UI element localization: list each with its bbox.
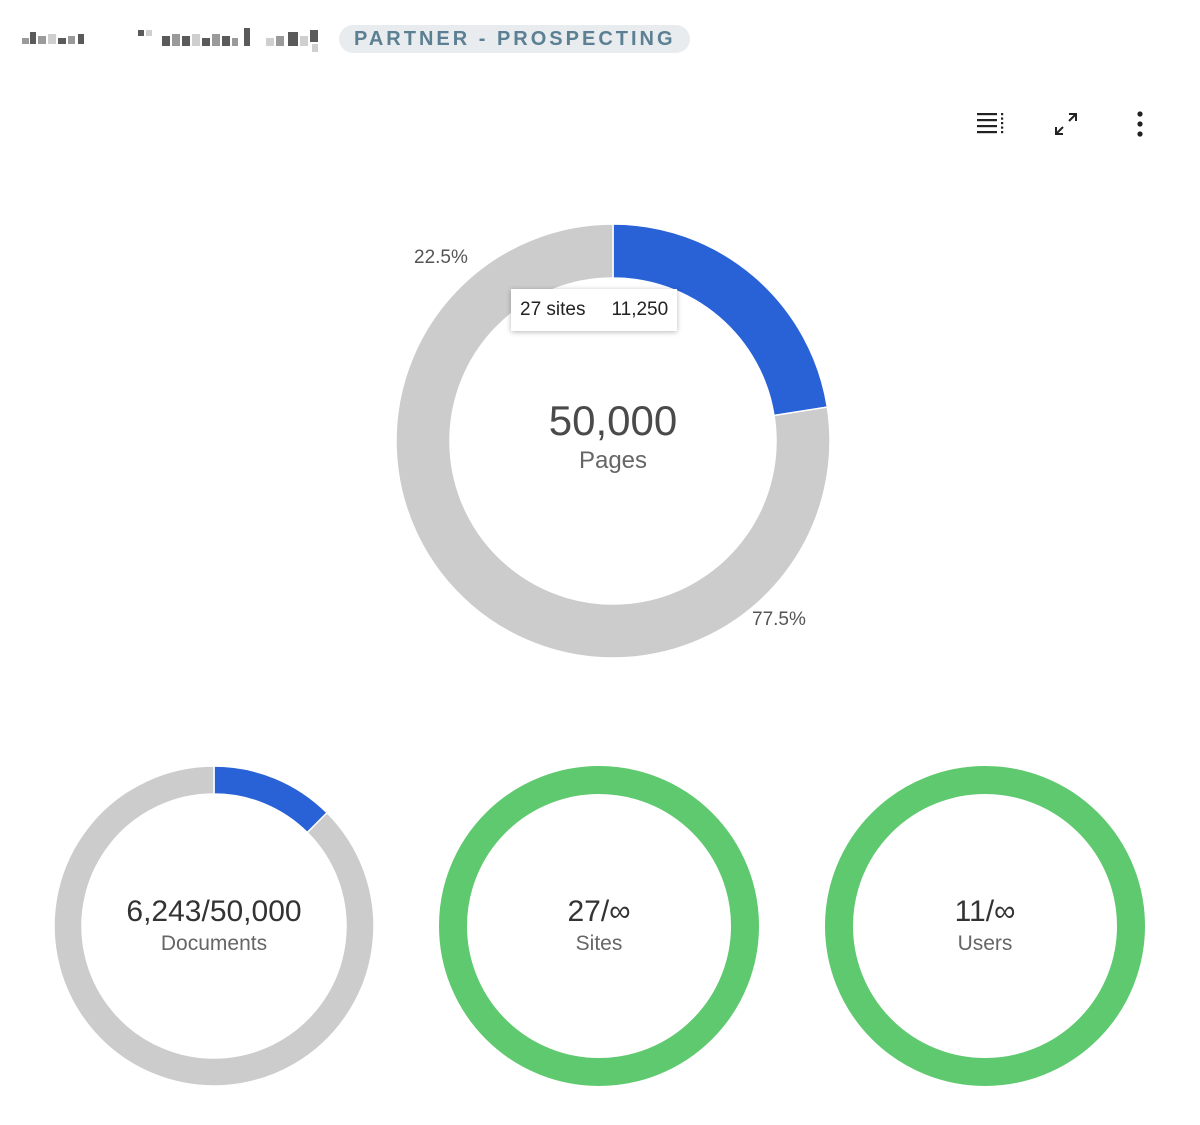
documents-used-slice[interactable]: [213, 766, 329, 834]
more-vertical-icon: [1137, 111, 1143, 137]
pages-remaining-slice[interactable]: [395, 223, 831, 659]
documents-value: 6,243/50,000: [126, 895, 302, 928]
chart-tooltip: 27 sites 11,250: [511, 289, 678, 331]
pages-total-value: 50,000: [548, 397, 678, 444]
sites-value: 27/∞: [567, 895, 631, 928]
pages-center-text: 50,000 Pages: [390, 396, 836, 476]
used-percent-label: 22.5%: [414, 247, 468, 268]
users-stat: 11/∞ Users: [825, 766, 1145, 1086]
documents-stat: 6,243/50,000 Documents: [54, 766, 374, 1086]
sites-unlimited-ring: [439, 766, 759, 1086]
pages-donut-chart: 50,000 Pages: [390, 218, 836, 664]
header: Mike Paulson's PARTNER - PROSPECTING: [22, 22, 690, 56]
tooltip-label: 27 sites: [520, 299, 586, 320]
users-label: Users: [957, 932, 1013, 955]
pages-label: Pages: [578, 447, 648, 474]
sites-stat: 27/∞ Sites: [439, 766, 759, 1086]
documents-ring: [54, 766, 374, 1086]
more-options-button[interactable]: [1118, 104, 1162, 144]
users-value: 11/∞: [954, 895, 1016, 928]
org-name-text: Mike Paulson's: [22, 22, 23, 23]
pages-donut-svg: [395, 223, 831, 659]
documents-label: Documents: [160, 932, 268, 955]
free-percent-label: 77.5%: [752, 609, 806, 630]
org-name: Mike Paulson's: [22, 22, 327, 56]
sites-ring: [439, 766, 759, 1086]
users-unlimited-ring: [825, 766, 1145, 1086]
chart-toolbar: [940, 104, 1162, 144]
sites-label: Sites: [575, 932, 623, 955]
documents-remaining-slice[interactable]: [54, 766, 374, 1086]
legend-toggle-button[interactable]: [970, 104, 1014, 144]
expand-button[interactable]: [1044, 104, 1088, 144]
users-ring: [825, 766, 1145, 1086]
plan-badge: PARTNER - PROSPECTING: [339, 25, 690, 53]
expand-icon: [1055, 113, 1077, 135]
tooltip-value: 11,250: [611, 299, 669, 320]
legend-list-icon: [977, 113, 1004, 134]
